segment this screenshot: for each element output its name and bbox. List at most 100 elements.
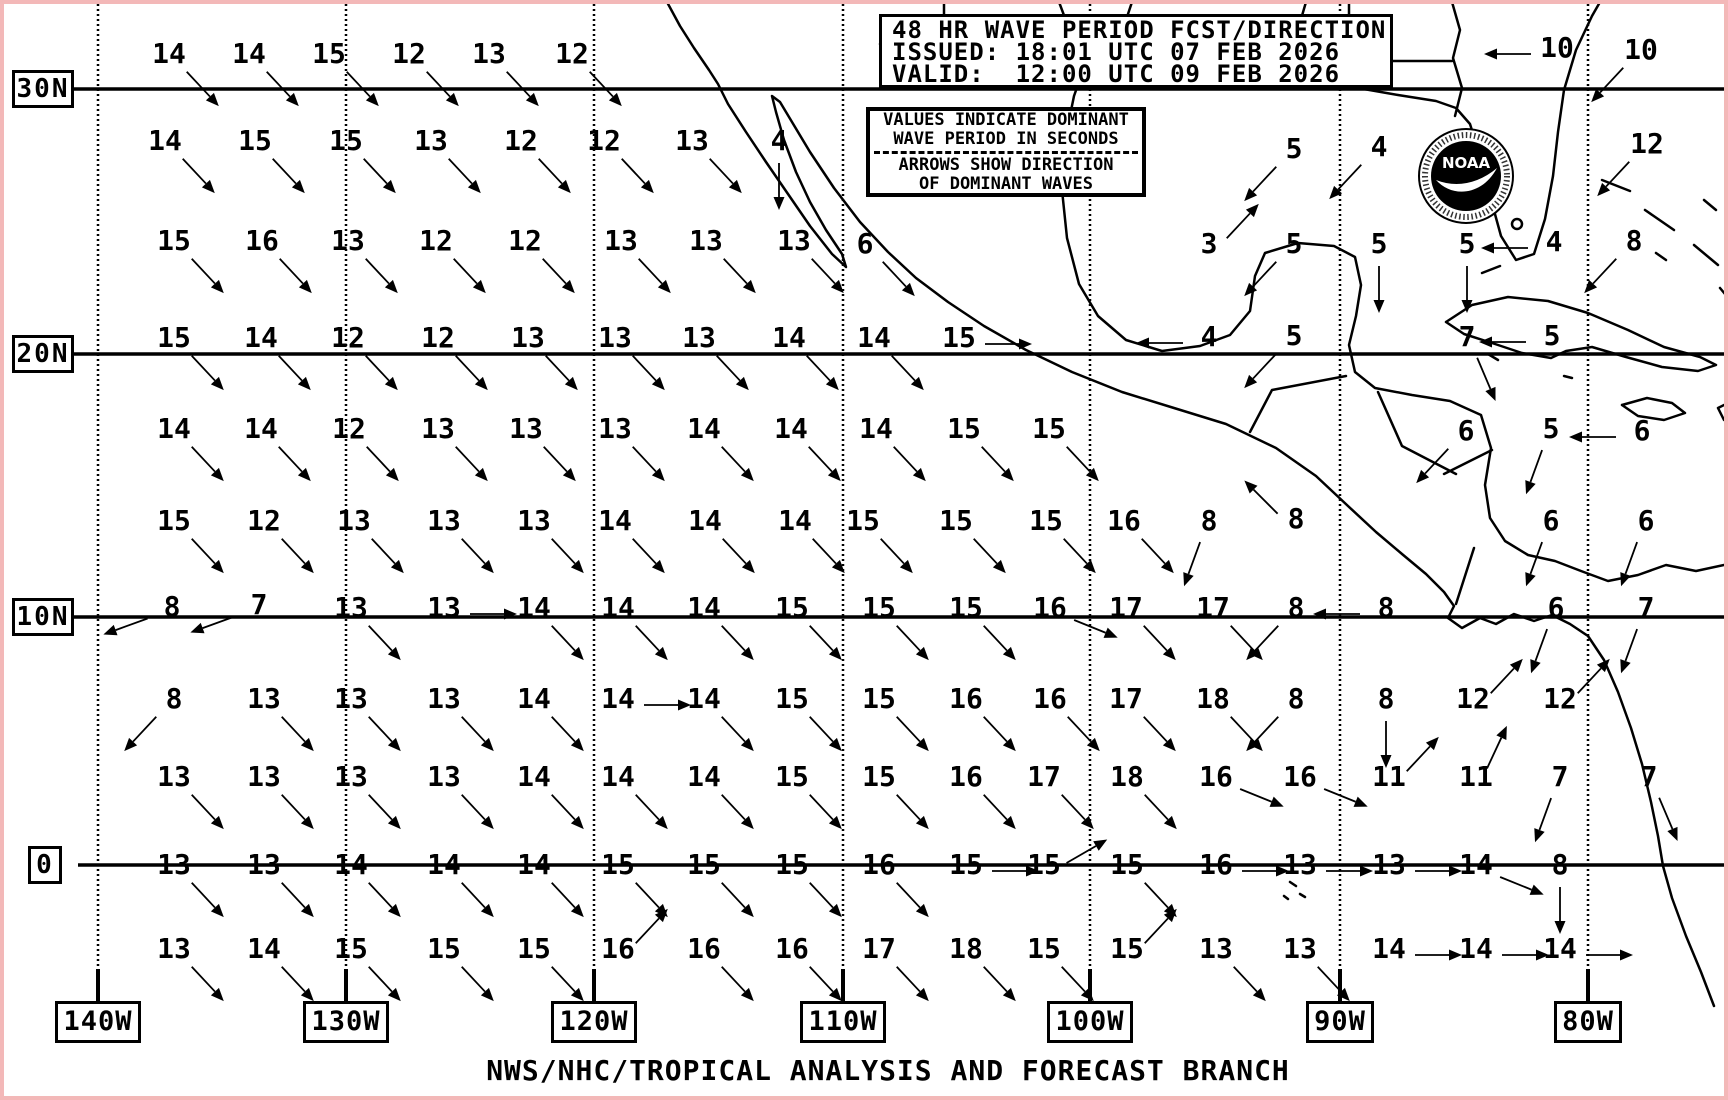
svg-text:13: 13 xyxy=(598,321,632,354)
legend-divider xyxy=(874,151,1138,154)
svg-text:14: 14 xyxy=(687,760,721,793)
svg-text:14: 14 xyxy=(1543,932,1577,965)
svg-text:15: 15 xyxy=(312,37,346,70)
svg-text:7: 7 xyxy=(251,588,268,621)
legend-line-1: VALUES INDICATE DOMINANT xyxy=(883,110,1129,130)
svg-text:8: 8 xyxy=(1378,591,1395,624)
lon-label-120w: 120W xyxy=(551,1001,637,1043)
svg-text:14: 14 xyxy=(687,682,721,715)
svg-text:6: 6 xyxy=(1458,414,1475,447)
valid-line: VALID: 12:00 UTC 09 FEB 2026 xyxy=(892,60,1341,88)
svg-text:14: 14 xyxy=(857,321,891,354)
svg-text:14: 14 xyxy=(517,591,551,624)
svg-text:15: 15 xyxy=(939,504,973,537)
svg-text:14: 14 xyxy=(152,37,186,70)
svg-text:12: 12 xyxy=(331,321,365,354)
svg-text:13: 13 xyxy=(334,591,368,624)
lon-label-140w: 140W xyxy=(55,1001,141,1043)
svg-text:14: 14 xyxy=(601,760,635,793)
svg-text:12: 12 xyxy=(587,124,621,157)
svg-text:13: 13 xyxy=(247,848,281,881)
svg-text:13: 13 xyxy=(604,224,638,257)
svg-text:12: 12 xyxy=(247,504,281,537)
svg-text:15: 15 xyxy=(238,124,272,157)
svg-text:13: 13 xyxy=(427,591,461,624)
svg-text:15: 15 xyxy=(949,848,983,881)
lat-label-30n: 30N xyxy=(12,70,74,108)
svg-text:14: 14 xyxy=(601,591,635,624)
svg-text:13: 13 xyxy=(337,504,371,537)
svg-text:17: 17 xyxy=(1109,682,1143,715)
svg-text:8: 8 xyxy=(1378,682,1395,715)
title-box: 48 HR WAVE PERIOD FCST/DIRECTION ISSUED:… xyxy=(879,14,1393,88)
svg-text:15: 15 xyxy=(1027,932,1061,965)
svg-text:12: 12 xyxy=(419,224,453,257)
svg-text:16: 16 xyxy=(1033,591,1067,624)
svg-text:14: 14 xyxy=(778,504,812,537)
svg-text:16: 16 xyxy=(601,932,635,965)
svg-text:6: 6 xyxy=(1638,504,1655,537)
svg-text:8: 8 xyxy=(1288,502,1305,535)
svg-text:14: 14 xyxy=(1459,848,1493,881)
svg-text:16: 16 xyxy=(949,682,983,715)
svg-text:8: 8 xyxy=(164,590,181,623)
svg-text:13: 13 xyxy=(509,412,543,445)
lon-label-100w: 100W xyxy=(1047,1001,1133,1043)
svg-text:14: 14 xyxy=(247,932,281,965)
svg-text:15: 15 xyxy=(949,591,983,624)
lon-label-110w: 110W xyxy=(800,1001,886,1043)
svg-text:16: 16 xyxy=(775,932,809,965)
svg-text:7: 7 xyxy=(1638,591,1655,624)
svg-text:14: 14 xyxy=(687,591,721,624)
svg-text:13: 13 xyxy=(427,504,461,537)
svg-text:15: 15 xyxy=(1110,848,1144,881)
svg-text:14: 14 xyxy=(148,124,182,157)
svg-text:12: 12 xyxy=(332,412,366,445)
lat-label-20n: 20N xyxy=(12,335,74,373)
svg-text:10: 10 xyxy=(1540,31,1574,64)
svg-text:8: 8 xyxy=(166,682,183,715)
svg-text:6: 6 xyxy=(857,227,874,260)
svg-text:15: 15 xyxy=(1032,412,1066,445)
svg-text:16: 16 xyxy=(1283,760,1317,793)
svg-text:14: 14 xyxy=(517,848,551,881)
svg-text:13: 13 xyxy=(1199,932,1233,965)
lon-label-130w: 130W xyxy=(303,1001,389,1043)
svg-text:13: 13 xyxy=(689,224,723,257)
svg-text:7: 7 xyxy=(1641,760,1658,793)
svg-text:13: 13 xyxy=(511,321,545,354)
svg-text:15: 15 xyxy=(862,682,896,715)
svg-text:16: 16 xyxy=(687,932,721,965)
lon-label-90w: 90W xyxy=(1306,1001,1374,1043)
svg-text:15: 15 xyxy=(157,224,191,257)
svg-text:8: 8 xyxy=(1552,848,1569,881)
svg-text:14: 14 xyxy=(859,412,893,445)
svg-text:13: 13 xyxy=(517,504,551,537)
svg-text:13: 13 xyxy=(675,124,709,157)
svg-text:12: 12 xyxy=(1630,127,1664,160)
svg-text:13: 13 xyxy=(421,412,455,445)
noaa-logo-text: NOAA xyxy=(1442,154,1491,172)
svg-text:14: 14 xyxy=(1459,932,1493,965)
svg-text:18: 18 xyxy=(1110,760,1144,793)
svg-text:14: 14 xyxy=(598,504,632,537)
svg-text:15: 15 xyxy=(775,591,809,624)
svg-text:14: 14 xyxy=(334,848,368,881)
svg-text:14: 14 xyxy=(774,412,808,445)
svg-text:17: 17 xyxy=(1196,591,1230,624)
svg-text:13: 13 xyxy=(427,682,461,715)
svg-text:15: 15 xyxy=(1029,504,1063,537)
svg-text:15: 15 xyxy=(427,932,461,965)
svg-text:8: 8 xyxy=(1288,591,1305,624)
lon-label-80w: 80W xyxy=(1554,1001,1622,1043)
lat-label-10n: 10N xyxy=(12,598,74,636)
svg-text:15: 15 xyxy=(947,412,981,445)
svg-text:15: 15 xyxy=(862,760,896,793)
svg-text:13: 13 xyxy=(682,321,716,354)
chart-title: 48 HR WAVE PERIOD FCST/DIRECTION xyxy=(892,16,1387,44)
svg-text:16: 16 xyxy=(949,760,983,793)
svg-text:13: 13 xyxy=(157,848,191,881)
svg-text:8: 8 xyxy=(1201,504,1218,537)
svg-text:7: 7 xyxy=(1459,320,1476,353)
svg-text:13: 13 xyxy=(157,932,191,965)
